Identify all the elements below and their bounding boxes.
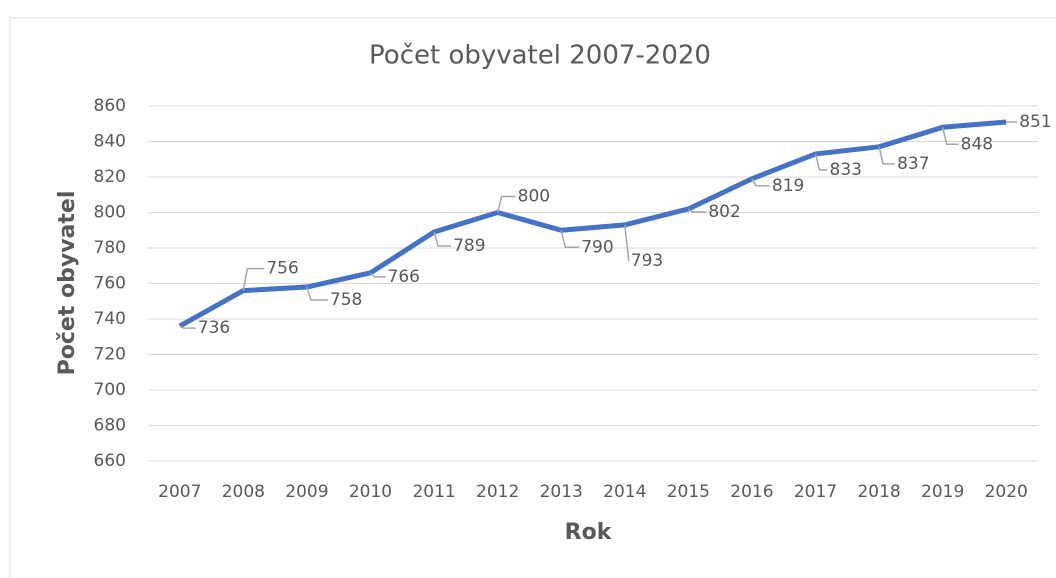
x-axis-title: Rok: [565, 520, 613, 545]
leader-line: [878, 146, 896, 165]
x-tick-label: 2013: [540, 482, 583, 502]
leader-line: [624, 224, 630, 262]
y-tick-label: 720: [94, 345, 126, 365]
data-label: 789: [453, 236, 485, 256]
leader-line: [242, 267, 265, 291]
y-tick-label: 740: [94, 309, 126, 329]
y-tick-label: 860: [94, 96, 126, 116]
x-tick-label: 2009: [285, 482, 328, 502]
data-label: 766: [388, 267, 420, 287]
x-tick-label: 2020: [985, 482, 1028, 502]
data-label: 800: [518, 187, 550, 207]
x-tick-label: 2015: [667, 482, 710, 502]
leader-line: [941, 127, 959, 146]
data-label: 793: [631, 251, 663, 271]
chart-title: Počet obyvatel 2007-2020: [369, 41, 711, 71]
data-label: 848: [961, 134, 993, 154]
line: [178, 119, 1007, 329]
y-tick-label: 780: [94, 238, 126, 258]
y-axis-title: Počet obyvatel: [55, 191, 80, 376]
chart-frame: [9, 17, 1056, 578]
y-tick-label: 680: [94, 416, 126, 436]
data-label: 756: [266, 259, 298, 279]
leader-line: [369, 272, 386, 278]
leader-line: [687, 208, 707, 213]
leader-line: [560, 230, 580, 248]
data-label: 819: [772, 176, 804, 196]
data-label: 802: [708, 202, 740, 222]
leader-line: [496, 195, 516, 213]
data-label: 758: [330, 290, 362, 310]
x-tick-label: 2007: [158, 482, 201, 502]
leader-line: [814, 153, 828, 171]
leader-line: [179, 325, 196, 329]
data-label: 851: [1019, 112, 1051, 132]
y-tick-label: 760: [94, 274, 126, 294]
y-tick-label: 820: [94, 167, 126, 187]
x-tick-label: 2008: [222, 482, 265, 502]
data-label: 736: [198, 318, 230, 338]
data-label: 837: [897, 154, 929, 174]
y-tick-label: 800: [94, 203, 126, 223]
x-tick-label: 2011: [412, 482, 455, 502]
data-label: 790: [581, 237, 613, 257]
y-tick-label: 840: [94, 132, 126, 152]
x-tick-label: 2014: [603, 482, 646, 502]
x-tick-label: 2012: [476, 482, 519, 502]
x-tick-label: 2016: [730, 482, 773, 502]
leader-line: [433, 231, 452, 247]
x-tick-label: 2010: [349, 482, 392, 502]
x-tick-label: 2019: [921, 482, 964, 502]
y-tick-label: 660: [94, 451, 126, 471]
x-tick-label: 2017: [794, 482, 837, 502]
leader-line: [751, 178, 770, 187]
data-label: 833: [830, 160, 862, 180]
x-tick-label: 2018: [857, 482, 900, 502]
leader-line: [306, 286, 328, 301]
y-tick-label: 700: [94, 380, 126, 400]
